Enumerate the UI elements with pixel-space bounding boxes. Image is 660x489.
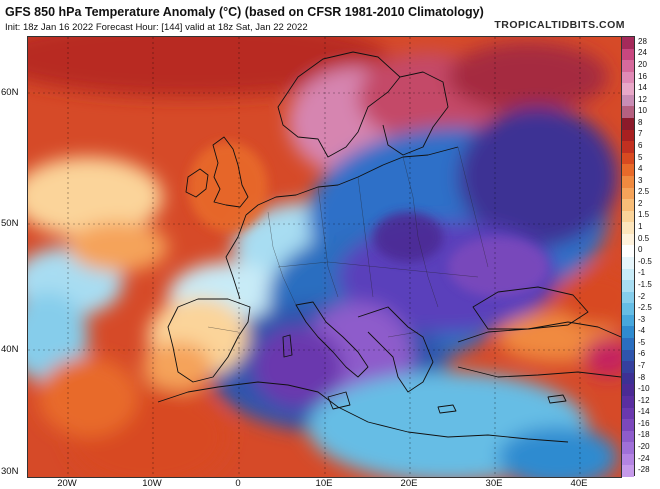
colorbar-segment [622, 71, 634, 84]
colorbar-segment [622, 175, 634, 189]
lat-label-30n: 30N [1, 466, 19, 477]
colorbar-segment [622, 257, 634, 270]
temperature-anomaly-map [27, 36, 622, 478]
lat-label-60n: 60N [1, 87, 19, 98]
country-borders [207, 146, 489, 338]
colorbar-tick-label: 28 [638, 36, 647, 46]
lon-label-20e: 20E [400, 478, 418, 489]
colorbar-tick-label: -8 [638, 372, 646, 382]
colorbar-segment [622, 465, 634, 478]
colorbar-tick-label: 1.5 [638, 210, 650, 220]
colorbar-tick-label: -12 [638, 395, 650, 405]
lon-label-20w: 20W [57, 478, 77, 489]
colorbar-tick-label: 2.5 [638, 187, 650, 197]
colorbar-segment [622, 395, 634, 409]
colorbar-tick-label: -1 [638, 268, 646, 278]
colorbar-tick-label: 10 [638, 106, 647, 116]
colorbar-segment [622, 453, 634, 466]
lat-label-50n: 50N [1, 218, 19, 229]
colorbar-segment [622, 37, 634, 50]
colorbar-segment [622, 349, 634, 362]
anomaly-field [28, 37, 621, 477]
colorbar-tick-label: -1.5 [638, 279, 652, 289]
colorbar [621, 36, 635, 478]
colorbar-segment [622, 280, 634, 293]
colorbar-tick-label: -24 [638, 453, 650, 463]
colorbar-segment [622, 60, 634, 73]
colorbar-tick-label: 12 [638, 94, 647, 104]
colorbar-tick-label: -14 [638, 407, 650, 417]
colorbar-tick-label: 4 [638, 164, 643, 174]
colorbar-tick-label: -28 [638, 465, 650, 475]
colorbar-tick-label: -4 [638, 326, 646, 336]
colorbar-tick-label: -18 [638, 430, 650, 440]
colorbar-tick-label: -3 [638, 314, 646, 324]
colorbar-tick-label: -7 [638, 361, 646, 370]
colorbar-segment [622, 338, 634, 351]
map-canvas [28, 37, 621, 477]
colorbar-tick-label: -0.5 [638, 256, 652, 266]
colorbar-segment [622, 442, 634, 455]
colorbar-segment [622, 129, 634, 142]
colorbar-segment [622, 384, 634, 397]
colorbar-segment [622, 199, 634, 212]
colorbar-segment [622, 83, 634, 96]
colorbar-segment [622, 48, 634, 61]
colorbar-tick-label: -20 [638, 442, 650, 452]
colorbar-segment [622, 245, 634, 258]
lon-label-10e: 10E [315, 478, 333, 489]
colorbar-segment [622, 164, 634, 177]
colorbar-tick-label: -16 [638, 418, 650, 428]
colorbar-segment [622, 233, 634, 246]
colorbar-tick-label: -5 [638, 337, 646, 347]
colorbar-tick-label: 6 [638, 141, 643, 150]
lon-label-30e: 30E [485, 478, 503, 489]
colorbar-tick-label: 0 [638, 245, 643, 255]
brand-watermark: TROPICALTIDBITS.COM [494, 19, 625, 31]
colorbar-tick-label: 5 [638, 152, 643, 162]
colorbar-segment [622, 314, 634, 327]
colorbar-tick-label: -2 [638, 291, 646, 301]
map-subtitle: Init: 18z Jan 16 2022 Forecast Hour: [14… [5, 22, 308, 33]
colorbar-segment [622, 372, 634, 385]
colorbar-tick-label: 3 [638, 175, 643, 185]
colorbar-tick-label: 2 [638, 198, 643, 208]
colorbar-segment [622, 419, 634, 432]
colorbar-segment [622, 326, 634, 339]
lon-label-0: 0 [235, 478, 241, 489]
colorbar-segment [622, 430, 634, 443]
anomaly-detail [188, 142, 548, 297]
colorbar-segment [622, 303, 634, 316]
colorbar-tick-label: 8 [638, 117, 643, 127]
map-title: GFS 850 hPa Temperature Anomaly (°C) (ba… [5, 5, 484, 19]
lon-label-40e: 40E [570, 478, 588, 489]
colorbar-tick-label: -10 [638, 384, 650, 394]
colorbar-segment [622, 407, 634, 420]
lat-label-40n: 40N [1, 344, 19, 355]
coastlines [157, 51, 621, 443]
colorbar-tick-label: 0.5 [638, 233, 650, 243]
colorbar-segment [622, 141, 634, 154]
colorbar-tick-label: 20 [638, 59, 647, 69]
colorbar-tick-label: 14 [638, 83, 647, 93]
lon-label-10w: 10W [142, 478, 162, 489]
colorbar-segment [622, 152, 634, 165]
colorbar-segment [622, 106, 634, 119]
colorbar-tick-label: 16 [638, 71, 647, 81]
colorbar-segment [622, 118, 634, 131]
colorbar-tick-label: -6 [638, 349, 646, 359]
colorbar-segment [622, 187, 634, 200]
colorbar-tick-label: 7 [638, 129, 643, 139]
colorbar-segment [622, 94, 634, 107]
colorbar-segment [622, 210, 634, 223]
colorbar-segment [622, 222, 634, 235]
graticule [28, 37, 621, 477]
colorbar-segment [622, 361, 634, 374]
colorbar-tick-label: 1 [638, 222, 643, 232]
colorbar-segment [622, 291, 634, 304]
colorbar-tick-label: 24 [638, 48, 647, 58]
colorbar-tick-label: -2.5 [638, 303, 652, 313]
colorbar-segment [622, 268, 634, 281]
